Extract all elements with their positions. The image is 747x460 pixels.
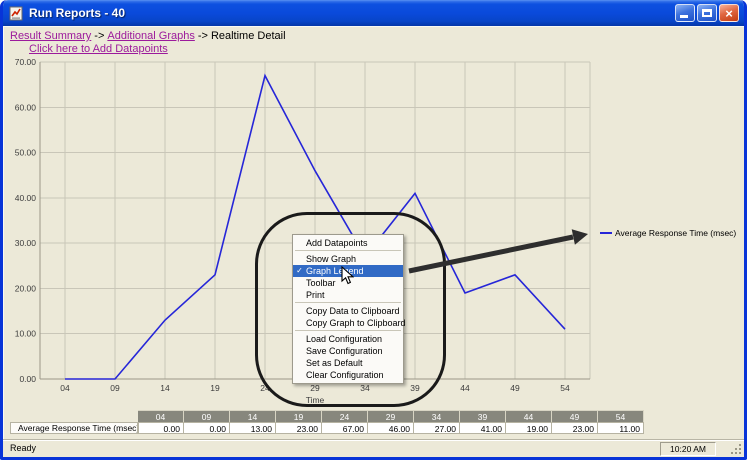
breadcrumb-separator: ->	[94, 30, 105, 42]
menu-item-load-configuration[interactable]: Load Configuration	[293, 333, 403, 345]
x-tick-label: 29	[310, 383, 320, 393]
y-tick-label: 10.00	[15, 329, 37, 339]
y-tick-label: 20.00	[15, 283, 37, 293]
menu-separator	[295, 330, 401, 331]
x-tick-label: 54	[560, 383, 570, 393]
window-controls: ×	[675, 4, 739, 22]
menu-item-label: Show Graph	[306, 254, 357, 264]
close-icon[interactable]: ×	[719, 4, 739, 22]
menu-item-label: Copy Data to Clipboard	[306, 306, 400, 316]
ellipse-annotation	[255, 212, 446, 407]
menu-item-show-graph[interactable]: Show Graph	[293, 253, 403, 265]
table-value-cell: 11.00	[598, 422, 644, 434]
menu-item-add-datapoints[interactable]: Add Datapoints	[293, 237, 403, 249]
y-tick-label: 70.00	[15, 57, 37, 67]
menu-separator	[295, 250, 401, 251]
table-column-header: 34	[414, 410, 460, 422]
table-column-header: 09	[184, 410, 230, 422]
x-tick-label: 04	[60, 383, 70, 393]
resize-grip-icon[interactable]	[730, 443, 741, 454]
mouse-cursor-icon	[341, 266, 354, 285]
status-bar: Ready 10:20 AM	[3, 439, 744, 457]
y-tick-label: 60.00	[15, 102, 37, 112]
x-tick-label: 34	[360, 383, 370, 393]
y-tick-label: 0.00	[19, 374, 36, 384]
menu-item-toolbar[interactable]: Toolbar	[293, 277, 403, 289]
table-value-cell: 0.00	[138, 422, 184, 434]
status-time: 10:20 AM	[660, 442, 716, 456]
response-time-line	[65, 73, 566, 380]
legend-line-swatch	[600, 232, 612, 234]
table-row: Average Response Time (msec) 0.00 0.00 13.…	[10, 422, 644, 434]
table-row-label-cell: Average Response Time (msec)	[10, 422, 138, 434]
breadcrumb-separator: ->	[197, 30, 208, 42]
y-tick-label: 40.00	[15, 193, 37, 203]
menu-item-set-as-default[interactable]: Set as Default	[293, 357, 403, 369]
x-axis-title: Time	[306, 395, 325, 405]
menu-item-copy-data-to-clipboard[interactable]: Copy Data to Clipboard	[293, 305, 403, 317]
menu-item-label: Set as Default	[306, 358, 363, 368]
menu-item-label: Load Configuration	[306, 334, 383, 344]
breadcrumb-link-result-summary[interactable]: Result Summary	[10, 30, 92, 42]
chart-legend: Average Response Time (msec)	[600, 228, 736, 238]
table-value-cell: 41.00	[460, 422, 506, 434]
table-value-cell: 67.00	[322, 422, 368, 434]
app-icon	[9, 6, 23, 20]
menu-item-label: Copy Graph to Clipboard	[306, 318, 406, 328]
table-column-header: 54	[598, 410, 644, 422]
table-value-cell: 23.00	[276, 422, 322, 434]
data-table: 04 09 14 19 24 29 34 39 44 49 54 Average Response …	[10, 410, 644, 434]
menu-item-label: Add Datapoints	[306, 238, 368, 248]
menu-item-label: Save Configuration	[306, 346, 383, 356]
table-column-header: 29	[368, 410, 414, 422]
x-tick-label: 24	[260, 383, 270, 393]
add-datapoints-link[interactable]: Click here to Add Datapoints	[29, 43, 168, 55]
table-column-header: 24	[322, 410, 368, 422]
menu-item-label: Graph Legend	[306, 266, 364, 276]
menu-item-copy-graph-to-clipboard[interactable]: Copy Graph to Clipboard	[293, 317, 406, 329]
minimize-icon[interactable]	[675, 4, 695, 22]
context-menu: Add Datapoints Show Graph ✓ Graph Legend Too…	[292, 234, 406, 384]
menu-item-print[interactable]: Print	[293, 289, 403, 301]
x-tick-label: 44	[460, 383, 470, 393]
table-value-cell: 0.00	[184, 422, 230, 434]
breadcrumb-current-page: Realtime Detail	[210, 30, 286, 42]
menu-item-label: Clear Configuration	[306, 370, 384, 380]
title-bar[interactable]: Run Reports - 40 ×	[3, 0, 744, 26]
menu-item-save-configuration[interactable]: Save Configuration	[293, 345, 403, 357]
table-value-cell: 13.00	[230, 422, 276, 434]
x-tick-label: 19	[210, 383, 220, 393]
breadcrumb-link-additional-graphs[interactable]: Additional Graphs	[107, 30, 195, 42]
table-column-header: 04	[138, 410, 184, 422]
table-column-header: 44	[506, 410, 552, 422]
table-header-row: 04 09 14 19 24 29 34 39 44 49 54	[138, 410, 644, 422]
menu-item-label: Print	[306, 290, 325, 300]
menu-item-clear-configuration[interactable]: Clear Configuration	[293, 369, 403, 381]
x-tick-label: 49	[510, 383, 520, 393]
table-column-header: 19	[276, 410, 322, 422]
window-title: Run Reports - 40	[29, 6, 126, 20]
table-column-header: 14	[230, 410, 276, 422]
table-value-cell: 19.00	[506, 422, 552, 434]
menu-separator	[295, 302, 401, 303]
x-tick-label: 14	[160, 383, 170, 393]
menu-item-label: Toolbar	[306, 278, 336, 288]
y-tick-label: 50.00	[15, 148, 37, 158]
legend-label: Average Response Time (msec)	[615, 228, 737, 238]
breadcrumb: Result Summary -> Additional Graphs -> Realt…	[10, 30, 286, 42]
y-tick-label: 30.00	[15, 238, 37, 248]
menu-item-graph-legend[interactable]: ✓ Graph Legend	[293, 265, 403, 277]
checkmark-icon: ✓	[296, 266, 303, 275]
table-column-header: 39	[460, 410, 506, 422]
table-value-cell: 46.00	[368, 422, 414, 434]
maximize-icon[interactable]	[697, 4, 717, 22]
status-text: Ready	[10, 443, 37, 453]
table-value-cell: 27.00	[414, 422, 460, 434]
x-tick-label: 09	[110, 383, 120, 393]
client-area: Result Summary -> Additional Graphs -> Realt…	[3, 26, 744, 440]
table-value-cell: 23.00	[552, 422, 598, 434]
table-row-label: Average Response Time (msec)	[18, 423, 138, 433]
table-column-header: 49	[552, 410, 598, 422]
